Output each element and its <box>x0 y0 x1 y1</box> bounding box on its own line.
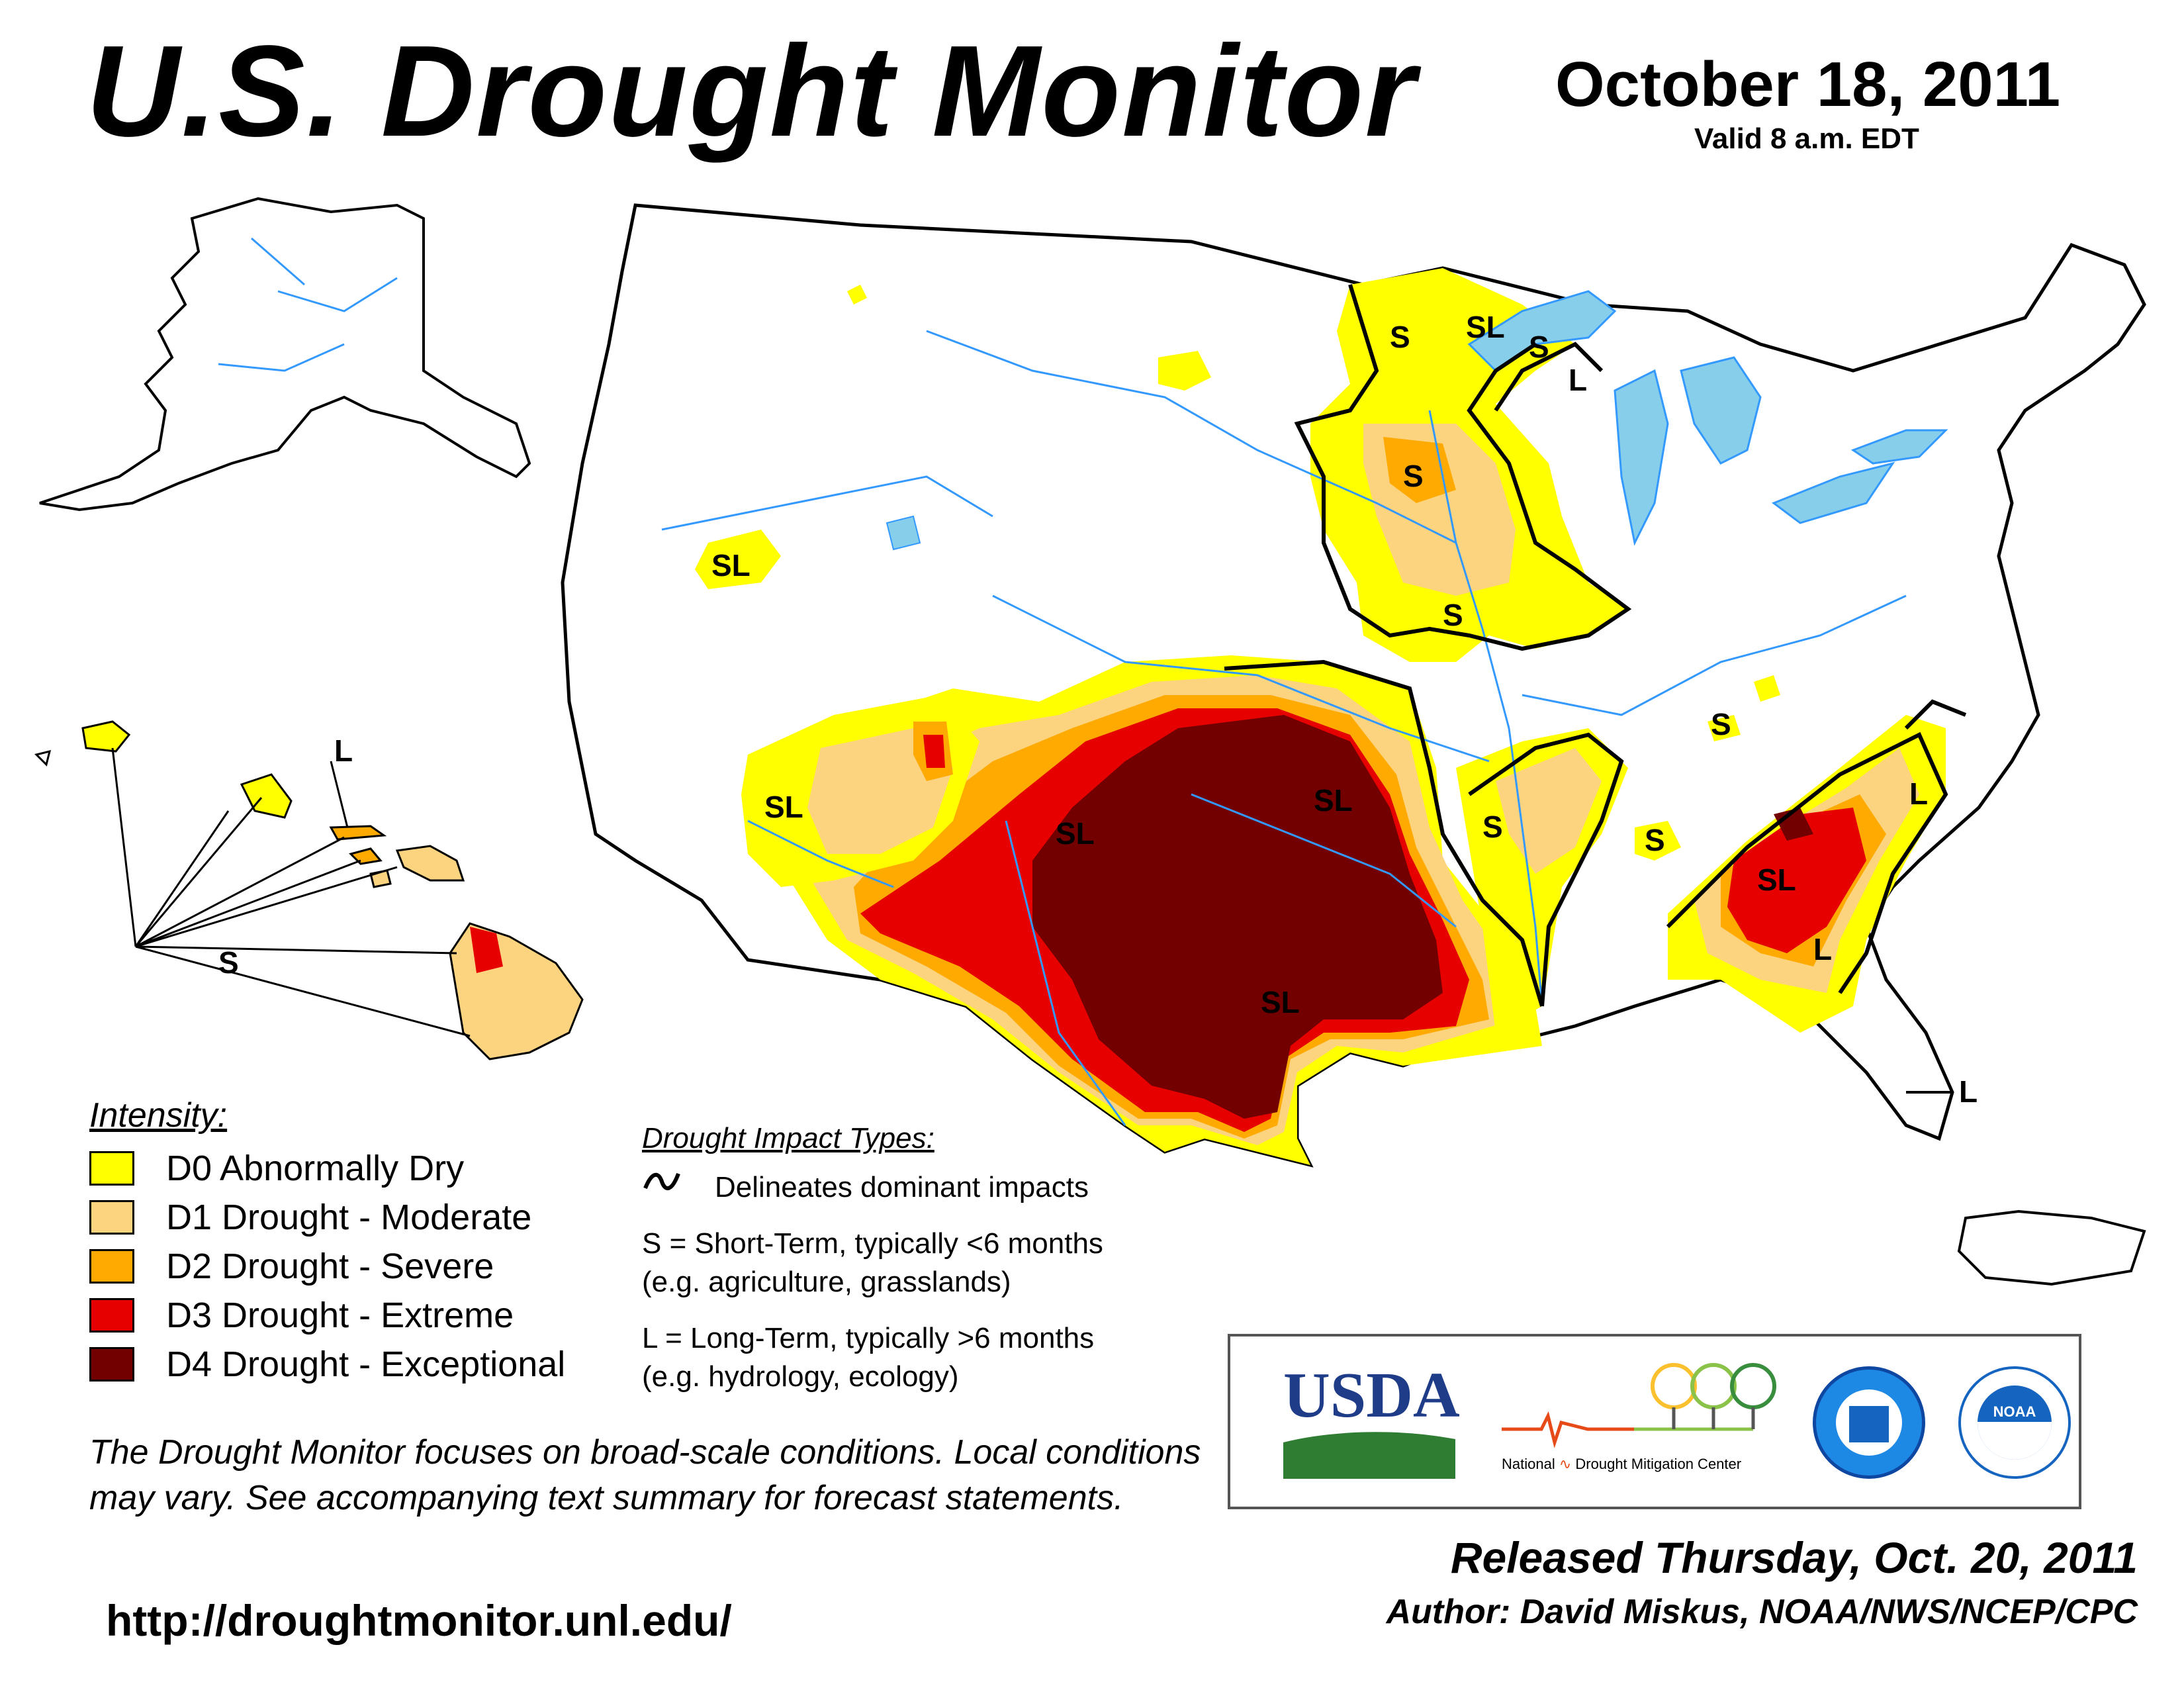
legend-item-d1: D1 Drought - Moderate <box>89 1197 531 1237</box>
puerto-rico <box>1957 1209 2146 1286</box>
author: Author: David Miskus, NOAA/NWS/NCEP/CPC <box>1386 1593 2138 1631</box>
noaa-logo: NOAA <box>1958 1366 2071 1479</box>
legend-swatch <box>89 1298 134 1333</box>
partner-logos: USDA National ∿ Drought Mitigation Cente… <box>1228 1334 2081 1509</box>
release-date: Released Thursday, Oct. 20, 2011 <box>1450 1533 2138 1582</box>
impact-types-title: Drought Impact Types: <box>642 1122 934 1154</box>
legend-swatch <box>89 1151 134 1186</box>
label-new-mexico: SL <box>1056 816 1095 851</box>
map-date: October 18, 2011 <box>1555 49 2061 120</box>
commerce-seal-icon <box>1813 1366 1925 1479</box>
label-tennessee: S <box>1645 823 1665 857</box>
great-lakes <box>886 290 1948 551</box>
label-arkansas: S <box>1482 810 1503 844</box>
legend-item-d2: D2 Drought - Severe <box>89 1246 494 1286</box>
impact-long-term-examples: (e.g. hydrology, ecology) <box>642 1360 959 1393</box>
legend-label: D4 Drought - Exceptional <box>166 1344 566 1384</box>
label-minnesota-north: S <box>1390 320 1410 354</box>
legend-label: D3 Drought - Extreme <box>166 1295 514 1335</box>
label-virginia: L <box>1909 776 1928 811</box>
hawaii: S L <box>34 720 584 1060</box>
impact-short-term: S = Short-Term, typically <6 months <box>642 1227 1103 1260</box>
label-iowa: S <box>1443 598 1463 632</box>
legend-title: Intensity: <box>89 1096 228 1135</box>
disclaimer: The Drought Monitor focuses on broad-sca… <box>89 1433 1201 1517</box>
label-ohio-valley: S <box>1711 707 1731 741</box>
label-texas: SL <box>1261 985 1300 1019</box>
label-nevada: SL <box>711 548 751 583</box>
label-minnesota-central: S <box>1403 459 1424 493</box>
usda-logo: USDA <box>1283 1363 1462 1479</box>
impact-delineates: Delineates dominant impacts <box>715 1171 1089 1203</box>
impact-short-term-examples: (e.g. agriculture, grasslands) <box>642 1266 1011 1298</box>
legend-swatch <box>89 1249 134 1284</box>
legend-label: D1 Drought - Moderate <box>166 1197 532 1237</box>
map-title: U.S. Drought Monitor <box>86 19 1417 164</box>
legend-item-d3: D3 Drought - Extreme <box>89 1295 514 1335</box>
label-lake-superior: S <box>1529 330 1549 364</box>
legend-label: D2 Drought - Severe <box>166 1246 494 1286</box>
impact-long-term: L = Long-Term, typically >6 months <box>642 1322 1095 1354</box>
label-south-carolina: L <box>1813 932 1832 966</box>
label-florida: L <box>1959 1074 1978 1109</box>
impact-labels: SL SL SL SL SL SL S SL S L S S S S S L L… <box>711 310 1978 1109</box>
label-oklahoma: SL <box>1314 783 1353 818</box>
alaska <box>39 197 531 512</box>
label-michigan-up: L <box>1569 363 1587 397</box>
label-arizona: SL <box>764 790 803 824</box>
label-hawaii-s: S <box>218 945 239 980</box>
impact-line-icon <box>643 1172 680 1190</box>
drought-areas <box>695 268 1946 1165</box>
legend-item-d0: D0 Abnormally Dry <box>89 1149 464 1188</box>
label-hawaii-l: L <box>334 733 353 768</box>
ndmc-logo: National ∿ Drought Mitigation Center <box>1502 1356 1780 1489</box>
impact-boundaries <box>1224 284 1967 1007</box>
legend-swatch <box>89 1347 134 1382</box>
legend-item-d4: D4 Drought - Exceptional <box>89 1344 565 1384</box>
label-minnesota-arrowhead: SL <box>1466 310 1505 344</box>
legend-swatch <box>89 1200 134 1235</box>
valid-time: Valid 8 a.m. EDT <box>1694 122 1919 155</box>
rivers <box>661 330 1907 1126</box>
website-link[interactable]: http://droughtmonitor.unl.edu/ <box>106 1596 732 1645</box>
label-georgia: SL <box>1757 863 1796 897</box>
legend-label: D0 Abnormally Dry <box>166 1149 465 1188</box>
